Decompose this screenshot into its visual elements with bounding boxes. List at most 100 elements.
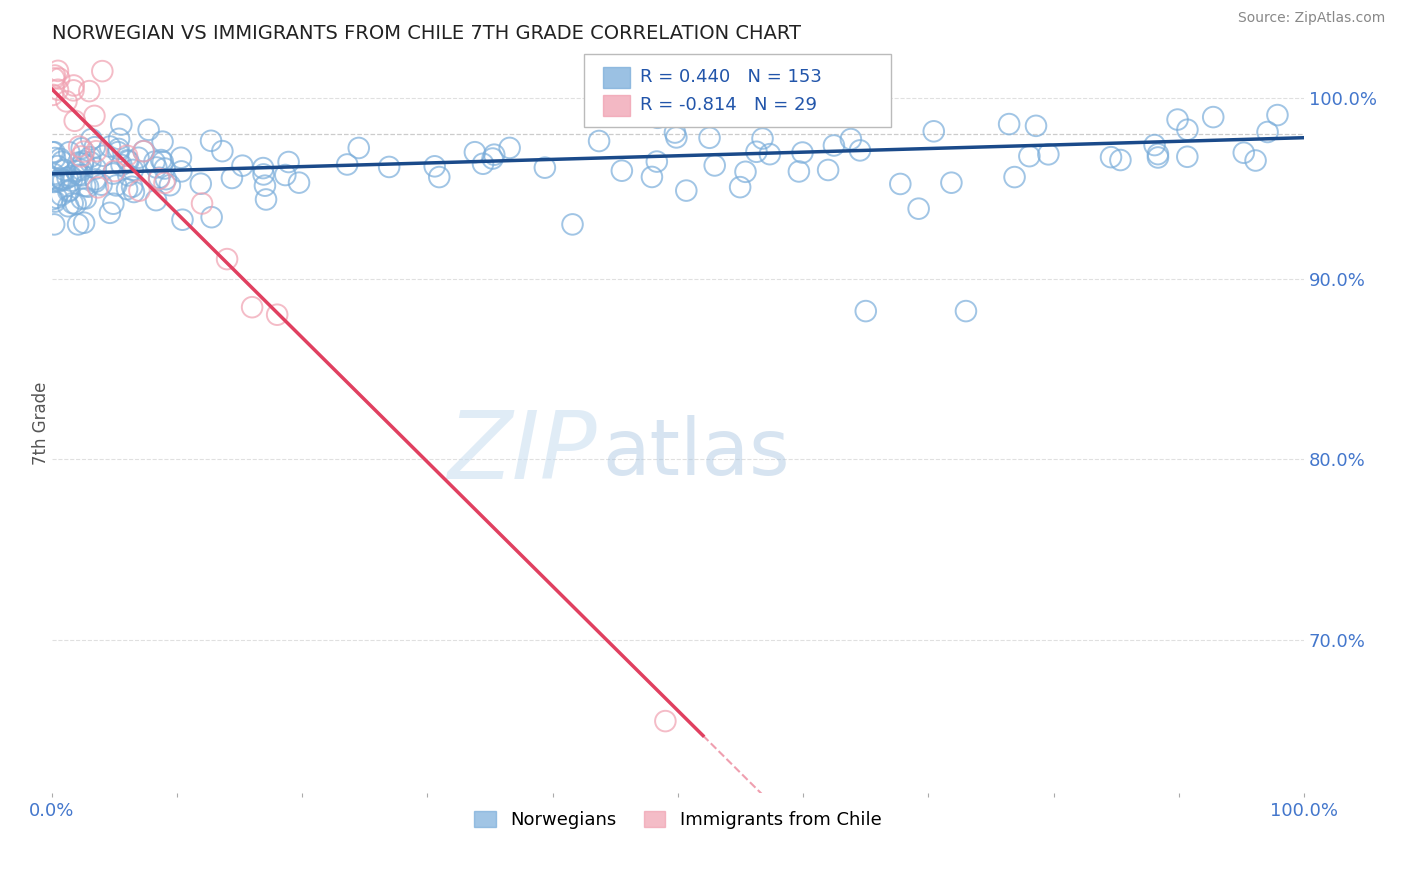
Point — [145, 193, 167, 207]
Point — [62, 83, 84, 97]
Point — [58, 183, 80, 197]
Point — [610, 163, 633, 178]
Point — [98, 206, 121, 220]
Point — [115, 149, 138, 163]
Bar — [603, 95, 630, 116]
Point — [274, 168, 297, 182]
Point — [1004, 170, 1026, 185]
Point — [1257, 125, 1279, 139]
Point — [51, 173, 73, 187]
Point — [70, 163, 93, 178]
Point — [75, 191, 97, 205]
Point — [107, 145, 129, 160]
Point — [91, 149, 114, 163]
Point — [67, 139, 90, 153]
Point — [67, 155, 90, 169]
Point — [65, 164, 87, 178]
Point — [53, 163, 76, 178]
Point — [90, 178, 112, 192]
Point — [77, 179, 100, 194]
Point — [252, 168, 274, 182]
Point — [44, 69, 66, 83]
Point — [745, 145, 768, 159]
Point — [117, 153, 139, 168]
Point — [288, 176, 311, 190]
Point — [152, 154, 174, 169]
Point — [72, 156, 94, 170]
Point — [922, 124, 945, 138]
Point — [44, 218, 66, 232]
Point — [62, 78, 84, 93]
Point — [46, 83, 69, 97]
Point — [110, 158, 132, 172]
Point — [347, 141, 370, 155]
Text: Source: ZipAtlas.com: Source: ZipAtlas.com — [1237, 11, 1385, 25]
Point — [231, 159, 253, 173]
Point — [217, 252, 239, 266]
Point — [1233, 145, 1256, 160]
Point — [170, 164, 193, 178]
Point — [44, 151, 66, 165]
Point — [87, 180, 110, 194]
Point — [70, 141, 93, 155]
Point — [52, 173, 75, 187]
Point — [59, 169, 82, 183]
Point — [46, 159, 69, 173]
Point — [665, 130, 688, 145]
Point — [654, 714, 676, 728]
Point — [122, 162, 145, 177]
Point — [132, 145, 155, 159]
Point — [998, 117, 1021, 131]
Point — [427, 169, 450, 184]
Point — [138, 123, 160, 137]
Point — [58, 145, 80, 160]
Point — [588, 134, 610, 148]
Point — [751, 131, 773, 145]
Point — [73, 216, 96, 230]
Point — [817, 163, 839, 178]
Point — [159, 178, 181, 193]
Point — [336, 157, 359, 171]
Point — [117, 169, 139, 183]
Point — [153, 176, 176, 190]
Point — [240, 300, 263, 314]
Point — [132, 144, 155, 158]
Point — [148, 170, 170, 185]
Point — [155, 172, 177, 186]
Point — [128, 184, 150, 198]
Point — [73, 145, 96, 159]
Point — [1143, 138, 1166, 153]
Bar — [603, 67, 630, 87]
Point — [172, 212, 194, 227]
Point — [83, 109, 105, 123]
Point — [1177, 122, 1199, 136]
Point — [48, 174, 70, 188]
Point — [645, 154, 668, 169]
Point — [41, 87, 63, 102]
Point — [1244, 153, 1267, 168]
Point — [42, 71, 65, 86]
Point — [190, 177, 212, 191]
Point — [128, 151, 150, 165]
Point — [84, 144, 107, 158]
Text: R = -0.814   N = 29: R = -0.814 N = 29 — [640, 96, 817, 114]
Point — [115, 182, 138, 196]
Point — [221, 171, 243, 186]
Point — [266, 308, 288, 322]
Point — [277, 155, 299, 169]
Point — [72, 154, 94, 169]
Point — [84, 172, 107, 186]
Point — [1038, 147, 1060, 161]
Text: R = 0.440   N = 153: R = 0.440 N = 153 — [640, 69, 823, 87]
Point — [44, 194, 66, 209]
Point — [56, 170, 79, 185]
Point — [63, 113, 86, 128]
Point — [105, 178, 128, 193]
Point — [759, 147, 782, 161]
Point — [101, 167, 124, 181]
Point — [67, 218, 90, 232]
Point — [103, 196, 125, 211]
Point — [703, 158, 725, 172]
Point — [107, 142, 129, 156]
Point — [641, 169, 664, 184]
